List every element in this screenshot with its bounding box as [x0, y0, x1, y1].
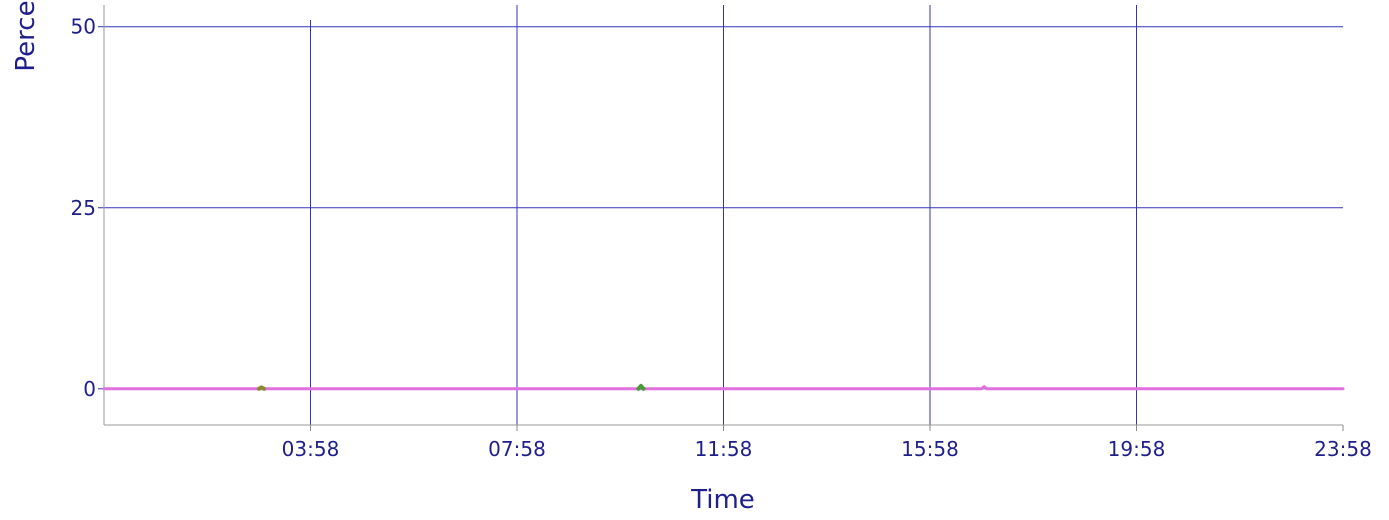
x-axis-title: Time — [690, 485, 755, 515]
series-lines — [102, 383, 1345, 391]
x-tick-label: 15:58 — [901, 437, 959, 461]
series-line-3 — [256, 385, 267, 391]
x-tick-label: 11:58 — [695, 437, 753, 461]
x-tick-label: 03:58 — [282, 437, 340, 461]
y-tick-labels: 0 25 50 — [71, 15, 96, 401]
series-line-1 — [102, 385, 1345, 391]
y-axis-title: Perce — [11, 0, 41, 71]
y-tick-label: 25 — [71, 196, 96, 220]
x-tick-label: 07:58 — [488, 437, 546, 461]
y-tick-label: 0 — [83, 377, 96, 401]
grid-lines — [104, 5, 1343, 425]
axes — [98, 5, 1344, 431]
x-tick-label: 19:58 — [1108, 437, 1166, 461]
x-tick-label: 23:58 — [1314, 437, 1372, 461]
x-tick-labels: 03:58 07:58 11:58 15:58 19:58 23:58 — [282, 437, 1372, 461]
y-tick-label: 50 — [71, 15, 96, 39]
series-line-2 — [636, 383, 646, 391]
